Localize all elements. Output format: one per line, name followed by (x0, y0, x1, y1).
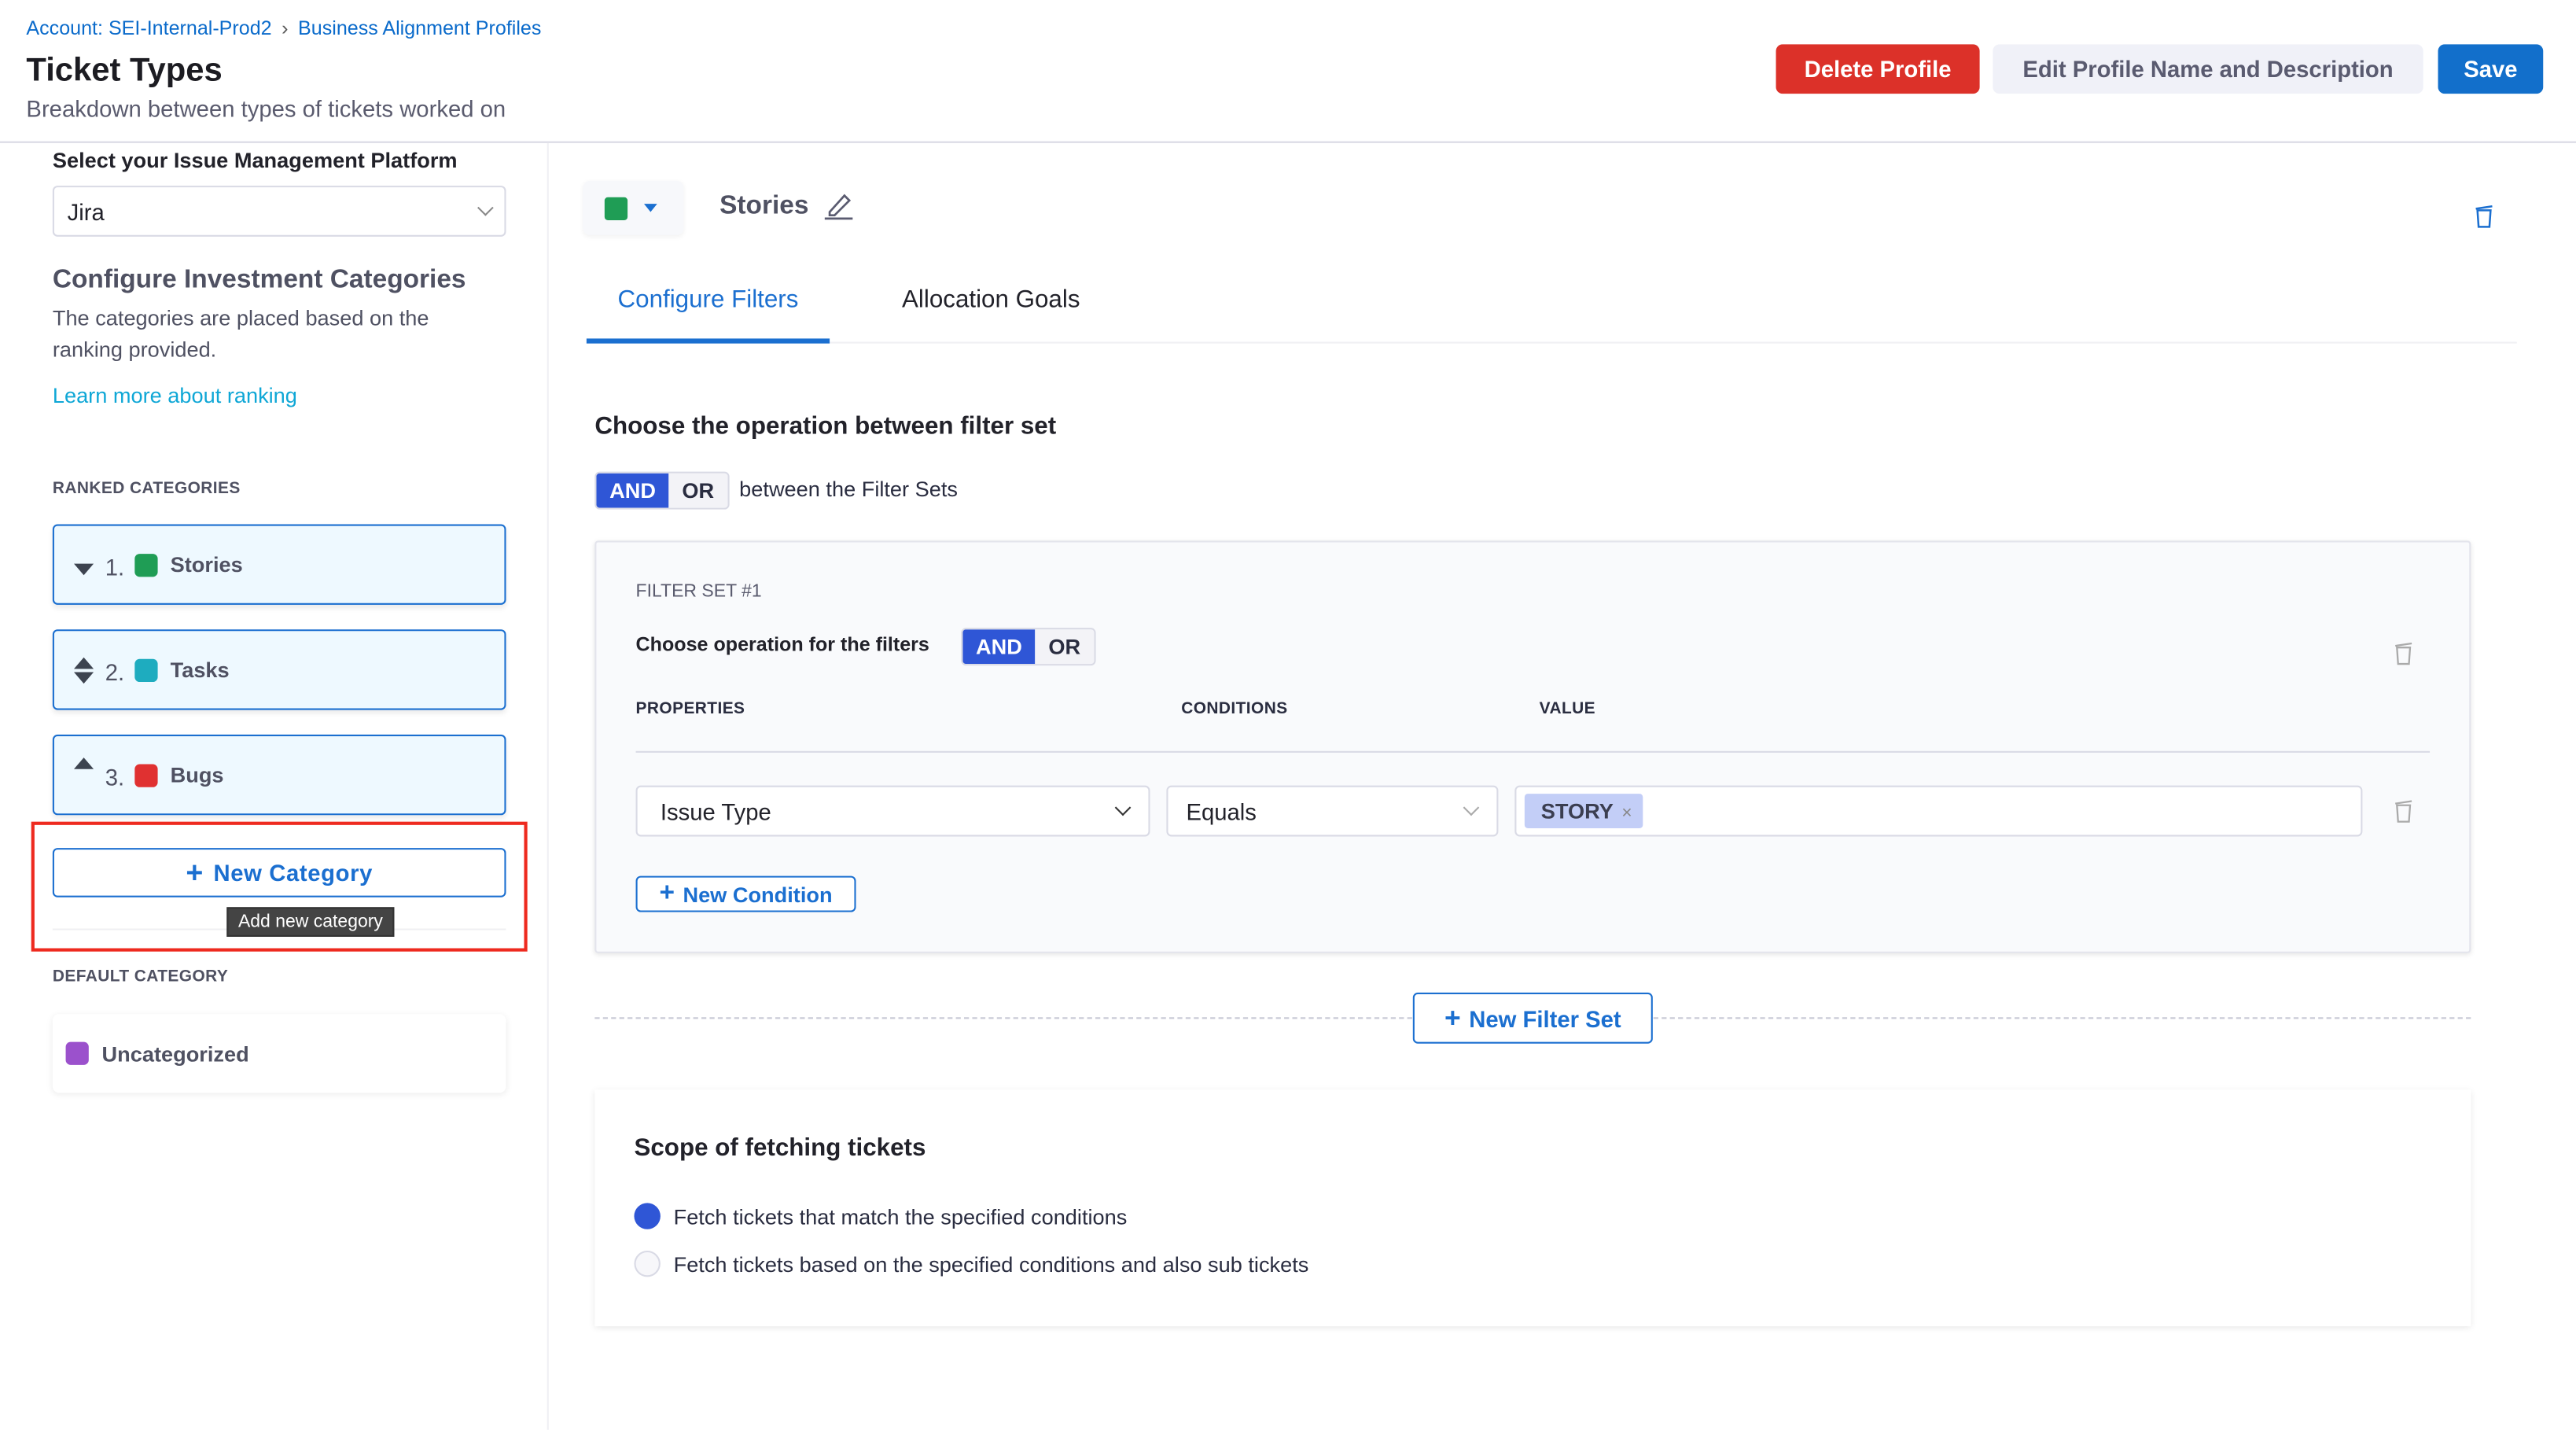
or-option[interactable]: OR (1035, 629, 1094, 665)
category-name: Bugs (170, 762, 224, 787)
scope-card (594, 1089, 2471, 1327)
tabs-divider (586, 341, 2517, 344)
radio-unselected[interactable] (634, 1250, 661, 1277)
and-option[interactable]: AND (596, 473, 669, 508)
new-condition-button[interactable]: + New Condition (635, 875, 856, 912)
header-divider (0, 141, 2576, 143)
new-category-label: New Category (213, 859, 374, 886)
page-title: Ticket Types (26, 52, 223, 89)
operation-title: Choose the operation between filter set (594, 412, 1057, 440)
value-input[interactable]: STORY × (1514, 785, 2363, 837)
conditions-header: CONDITIONS (1181, 700, 1288, 719)
scope-option-match[interactable]: Fetch tickets that match the specified c… (634, 1203, 1127, 1229)
chevron-down-icon (1114, 799, 1132, 816)
value-tag-label: STORY (1540, 798, 1614, 824)
between-text: between the Filter Sets (739, 476, 958, 502)
category-name: Uncategorized (101, 1041, 249, 1066)
tab-allocation-goals[interactable]: Allocation Goals (902, 286, 1080, 315)
default-category-item[interactable]: Uncategorized (53, 1014, 506, 1093)
save-button[interactable]: Save (2438, 44, 2544, 94)
delete-profile-button[interactable]: Delete Profile (1776, 44, 1980, 94)
new-category-button[interactable]: + New Category (52, 848, 506, 897)
plus-icon: + (1444, 1001, 1461, 1034)
plus-icon: + (659, 879, 675, 908)
trash-icon[interactable] (2394, 798, 2413, 823)
property-select[interactable]: Issue Type (635, 785, 1150, 837)
filter-op-label: Choose operation for the filters (635, 632, 929, 656)
filter-set-card (594, 540, 2471, 953)
platform-label: Select your Issue Management Platform (52, 148, 458, 173)
condition-select[interactable]: Equals (1166, 785, 1499, 837)
category-item-tasks[interactable]: 2. Tasks (52, 629, 506, 710)
new-condition-label: New Condition (683, 881, 833, 907)
category-color-swatch (65, 1041, 89, 1065)
ranked-label: RANKED CATEGORIES (52, 480, 241, 499)
scope-option-label: Fetch tickets that match the specified c… (673, 1203, 1128, 1229)
configure-title: Configure Investment Categories (52, 266, 466, 294)
new-filter-set-button[interactable]: + New Filter Set (1412, 992, 1653, 1044)
edit-pencil-icon[interactable] (823, 190, 855, 220)
tab-configure-filters[interactable]: Configure Filters (586, 286, 830, 344)
move-up-icon[interactable] (74, 656, 94, 669)
or-option[interactable]: OR (668, 473, 727, 508)
default-label: DEFAULT CATEGORY (52, 967, 229, 986)
category-rank: 1. (105, 554, 125, 580)
chevron-down-icon (1463, 799, 1480, 816)
category-rank: 3. (105, 764, 125, 791)
new-filter-set-label: New Filter Set (1469, 1004, 1621, 1032)
filterset-operation-toggle[interactable]: AND OR (594, 471, 729, 510)
category-name: Tasks (170, 657, 230, 683)
color-swatch (604, 196, 628, 219)
and-option[interactable]: AND (962, 629, 1036, 665)
value-header: VALUE (1539, 700, 1596, 719)
category-color-swatch (134, 553, 157, 577)
edit-profile-button[interactable]: Edit Profile Name and Description (1993, 44, 2423, 94)
trash-icon[interactable] (2394, 641, 2413, 665)
scope-option-subtickets[interactable]: Fetch tickets based on the specified con… (634, 1250, 1309, 1277)
category-name: Stories (170, 552, 243, 577)
category-color-swatch (134, 658, 157, 682)
move-up-icon[interactable] (74, 757, 94, 769)
category-color-swatch (134, 763, 157, 787)
platform-value: Jira (67, 197, 105, 225)
breadcrumb-profiles-link[interactable]: Business Alignment Profiles (298, 16, 542, 40)
category-item-bugs[interactable]: 3. Bugs (52, 734, 506, 816)
value-tag: STORY × (1524, 794, 1643, 829)
trash-icon[interactable] (2474, 204, 2493, 228)
color-picker-button[interactable] (583, 180, 684, 235)
remove-tag-icon[interactable]: × (1621, 803, 1632, 824)
chevron-down-icon (477, 199, 494, 216)
filter-operation-toggle[interactable]: AND OR (961, 628, 1095, 666)
chevron-right-icon: › (282, 16, 289, 40)
header-divider (635, 750, 2431, 753)
radio-selected[interactable] (634, 1203, 661, 1229)
plus-icon: + (186, 855, 204, 889)
category-title: Stories (719, 192, 809, 220)
highlight-box (31, 821, 528, 952)
property-value: Issue Type (660, 798, 771, 824)
configure-desc: The categories are placed based on the r… (52, 305, 429, 362)
sidebar-divider (546, 142, 549, 1430)
breadcrumb-account-link[interactable]: Account: SEI-Internal-Prod2 (26, 16, 272, 40)
filter-set-title: FILTER SET #1 (635, 581, 762, 602)
learn-more-link[interactable]: Learn more about ranking (52, 382, 297, 408)
platform-select[interactable]: Jira (52, 186, 506, 237)
move-down-icon[interactable] (74, 671, 94, 684)
page-subtitle: Breakdown between types of tickets worke… (26, 95, 506, 122)
category-rank: 2. (105, 658, 125, 686)
scope-title: Scope of fetching tickets (634, 1133, 926, 1163)
category-item-stories[interactable]: 1. Stories (52, 524, 506, 605)
scope-option-label: Fetch tickets based on the specified con… (673, 1251, 1309, 1277)
caret-down-icon (644, 204, 657, 212)
breadcrumb: Account: SEI-Internal-Prod2 › Business Ali… (26, 17, 541, 39)
tooltip: Add new category (226, 907, 395, 937)
condition-value: Equals (1186, 798, 1257, 824)
move-down-icon[interactable] (74, 563, 94, 576)
properties-header: PROPERTIES (635, 700, 745, 719)
